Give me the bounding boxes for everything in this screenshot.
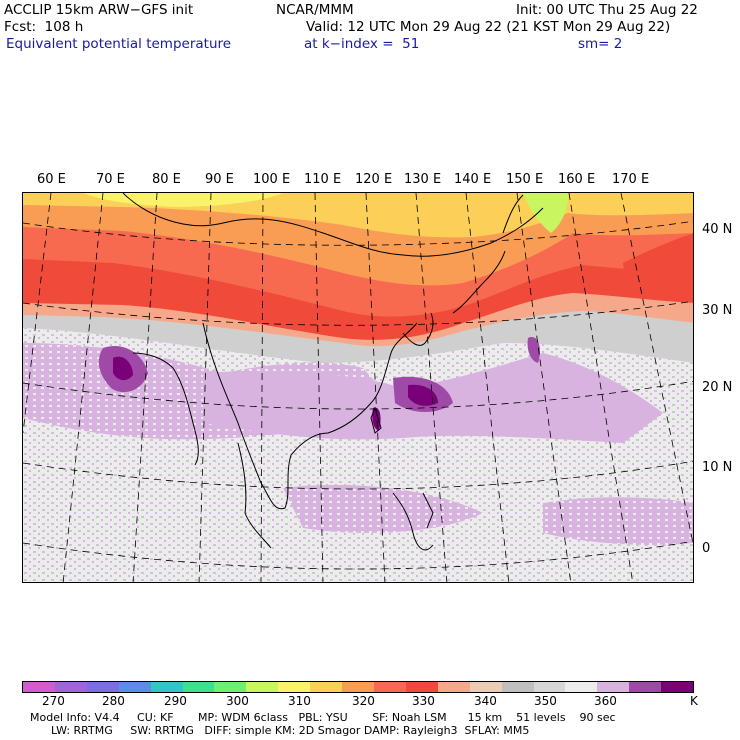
colorbar-swatch [437,682,470,692]
lon-label: 120 E [355,172,393,187]
colorbar-swatch [86,682,119,692]
model-title: ACCLIP 15km ARW−GFS init [4,2,194,18]
colorbar-unit: K [690,694,698,708]
init-time: Init: 00 UTC Thu 25 Aug 22 [516,2,698,18]
colorbar-swatch [565,682,598,692]
valid-time: Valid: 12 UTC Mon 29 Aug 22 (21 KST Mon … [306,19,671,35]
lon-label: 110 E [304,172,342,187]
colorbar [22,681,694,693]
lon-label: 90 E [205,172,234,187]
map-panel [22,192,694,583]
colorbar-swatch [150,682,183,692]
colorbar-swatch [661,682,694,692]
lon-label: 150 E [506,172,544,187]
colorbar-swatch [54,682,87,692]
lon-label: 130 E [404,172,442,187]
lat-label: 20 N [702,380,733,395]
colorbar-swatch [373,682,406,692]
lat-label: 40 N [702,222,733,237]
colorbar-tick: 300 [226,694,249,708]
lon-label: 100 E [253,172,291,187]
colorbar-swatch [118,682,151,692]
colorbar-swatch [278,682,311,692]
colorbar-swatch [23,682,55,692]
model-info-line2: LW: RRTMG SW: RRTMG DIFF: simple KM: 2D … [30,724,530,737]
level-label: at k−index = 51 [304,36,420,52]
colorbar-swatch [214,682,247,692]
lon-label: 70 E [96,172,125,187]
colorbar-tick: 360 [594,694,617,708]
colorbar-swatch [310,682,343,692]
center-label: NCAR/MMM [276,2,354,18]
colorbar-swatch [246,682,279,692]
colorbar-swatch [597,682,630,692]
colorbar-swatch [182,682,215,692]
colorbar-tick: 270 [42,694,65,708]
colorbar-tick: 350 [534,694,557,708]
colorbar-tick: 290 [164,694,187,708]
lon-label: 140 E [454,172,492,187]
smoothing-label: sm= 2 [578,36,623,52]
colorbar-tick: 310 [288,694,311,708]
colorbar-tick: 320 [352,694,375,708]
colorbar-tick: 340 [474,694,497,708]
forecast-hour: Fcst: 108 h [4,19,84,35]
colorbar-swatch [342,682,374,692]
colorbar-tick: 280 [102,694,125,708]
field-name: Equivalent potential temperature [6,36,232,52]
theta-e-field [23,193,693,582]
colorbar-swatch [405,682,438,692]
colorbar-tick: 330 [412,694,435,708]
lon-label: 80 E [152,172,181,187]
lat-label: 30 N [702,303,733,318]
colorbar-swatch [501,682,534,692]
model-info-line1: Model Info: V4.4 CU: KF MP: WDM 6class P… [30,711,616,724]
lon-label: 160 E [558,172,596,187]
colorbar-swatch [533,682,566,692]
lat-label: 10 N [702,460,733,475]
colorbar-swatch [469,682,502,692]
lon-label: 170 E [612,172,650,187]
lon-label: 60 E [37,172,66,187]
lat-label: 0 [702,541,711,556]
colorbar-swatch [629,682,662,692]
